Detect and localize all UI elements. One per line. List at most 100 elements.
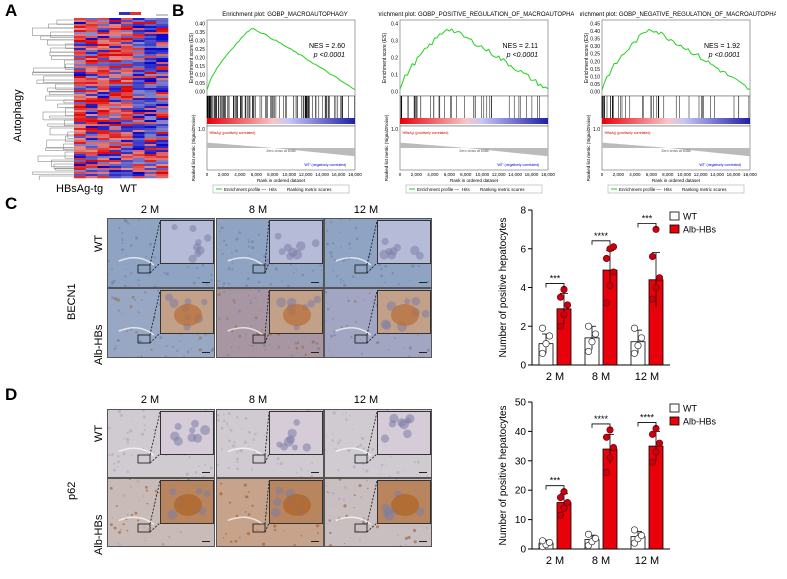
heatmap-cell [156,64,169,67]
tissue-speck [329,531,332,535]
tissue-speck [144,540,146,542]
tissue-speck [163,271,166,275]
y-axis-label: Number of positive hepatocytes [498,405,509,545]
heatmap-cell [144,110,157,113]
tissue-speck [238,231,242,234]
heatmap-cell [132,130,145,133]
gsea-pos-corr: 'HBsAg' (positively correlated) [209,131,255,135]
heatmap-cell [85,56,98,59]
heatmap-cell [97,150,110,153]
tissue-speck [371,300,373,302]
zoom-line [366,480,378,525]
heatmap-cell [132,38,145,41]
x-tick-label: 8 M [592,555,610,567]
tissue-speck [262,542,266,546]
heatmap-cell [85,128,98,131]
tissue-speck [234,325,238,329]
tissue-speck [109,285,112,287]
heatmap-cell [97,104,110,107]
heatmap-cell [121,130,134,133]
zoom-line [149,411,161,456]
tissue-speck [391,271,395,275]
dendrogram-branch [65,135,74,143]
tissue-speck [281,339,283,341]
zoom-box [137,334,151,344]
heatmap-cell [74,124,87,127]
tissue-speck [143,424,146,427]
tissue-speck [276,463,279,465]
nucleus [405,417,412,424]
heatmap-cell [156,68,169,71]
heatmap-cell [156,124,169,127]
heatmap-cell [156,148,169,151]
tissue-speck [262,505,266,509]
tissue-speck [172,219,174,220]
gsea-rank-label: Rank in ordered dataset [257,178,306,183]
heatmap-cell [132,126,145,129]
nucleus [191,419,199,428]
tissue-speck [222,413,225,416]
heatmap-cell [97,122,110,125]
legend-label-wt: WT [683,404,697,414]
heatmap-cell [132,44,145,47]
legend-swatch-albhbs [669,416,680,426]
tissue-speck [365,469,369,473]
gsea-ytick: 0.0 [391,90,398,96]
heatmap-cell [121,40,134,43]
heatmap-cell [74,72,87,75]
heatmap-cell [156,144,169,147]
gsea-xtick: 12,000 [299,172,313,177]
heatmap-cell [97,84,110,87]
heatmap-cell [144,160,157,163]
tissue-speck [126,437,130,442]
heatmap-cell [97,24,110,27]
tissue-speck [248,245,251,248]
gsea-ytick: 0.40 [195,22,205,28]
x-tick-label: 2 M [546,555,564,567]
heatmap-cell [156,118,169,121]
tissue-speck [355,237,359,240]
heatmap-cell [85,124,98,127]
tissue-speck [271,263,273,265]
gsea-legend-frame [607,184,745,194]
heatmap-cell [144,74,157,77]
heatmap-cell [121,66,134,69]
heatmap-cell [109,106,122,109]
tissue-speck [242,530,244,532]
zoom-box [354,523,368,533]
tissue-speck [359,339,361,341]
heatmap-cell [121,120,134,123]
heatmap-cell [109,112,122,115]
tissue-speck [121,248,125,251]
tissue-speck [248,294,250,297]
wt-point [588,338,596,346]
tissue-speck [108,454,111,457]
tissue-speck [217,463,220,467]
tissue-speck [153,429,156,432]
heatmap-cell [132,76,145,79]
gsea-metric-area [400,142,548,157]
tissue-speck [419,535,421,537]
tissue-speck [116,541,120,545]
heatmap-cell [144,52,157,55]
heatmap-cell [85,80,98,83]
heatmap-cell [74,80,87,83]
gsea-metric-label: Ranked list metric (Signal2Noise) [384,114,389,181]
nucleus [397,418,407,428]
c-col-8m: 8 M [248,204,268,216]
gsea-legend-profile: Enrichment profile — [224,187,267,192]
heatmap-cell [97,78,110,81]
tissue-speck [116,298,120,302]
tissue-speck [386,476,388,477]
heatmap-cell [97,38,110,41]
zoom-line [264,522,270,533]
tissue-speck [298,357,300,358]
heatmap-cell [156,48,169,51]
heatmap-cell [109,174,122,177]
nucleus [393,243,401,252]
heatmap-cell [132,108,145,111]
scale-bar [202,540,210,542]
heatmap-cell [144,106,157,109]
heatmap-cell [97,146,110,149]
wt-point [591,330,600,338]
